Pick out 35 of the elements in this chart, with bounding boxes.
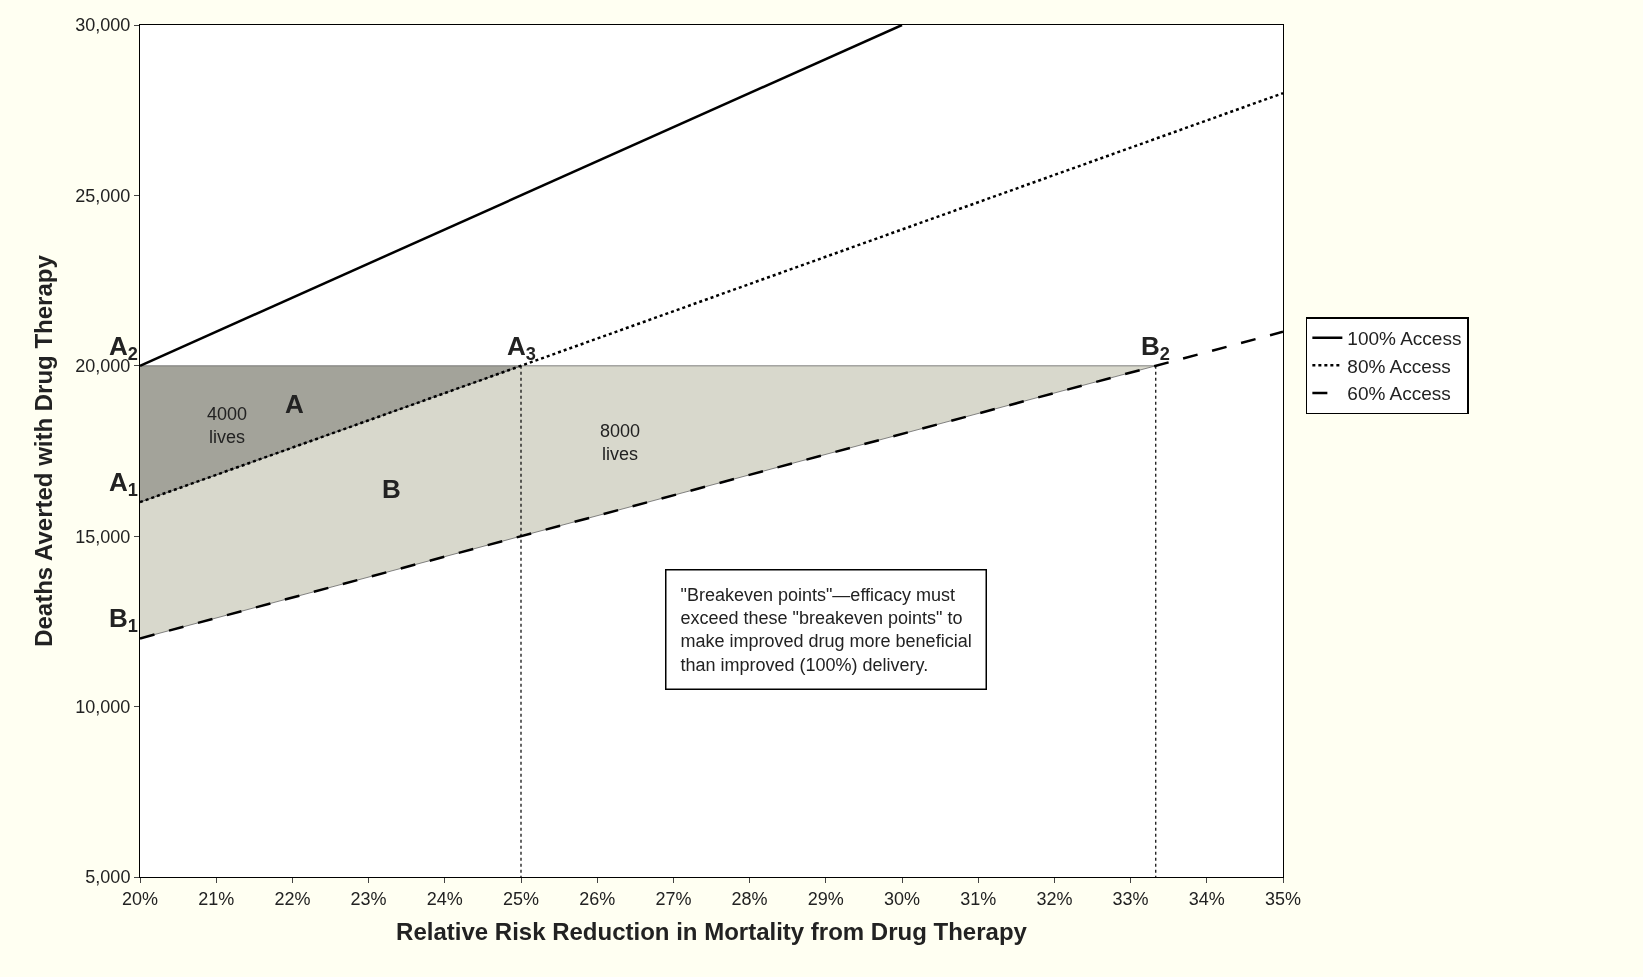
annotation: B$_{1}$ xyxy=(109,603,138,637)
x-tick-label: 31% xyxy=(960,888,997,909)
x-tick-label: 23% xyxy=(350,888,387,909)
x-tick-label: 33% xyxy=(1112,888,1149,909)
x-tick-label: 26% xyxy=(579,888,616,909)
annotation: A$_{3}$ xyxy=(507,331,536,365)
x-tick-label: 27% xyxy=(655,888,692,909)
annotation: A xyxy=(285,389,304,419)
y-tick-label: 10,000 xyxy=(75,696,131,717)
legend-label: 100% Access xyxy=(1347,328,1462,350)
x-axis-title: Relative Risk Reduction in Mortality from Drug Therapy xyxy=(396,917,1028,945)
legend-label: 80% Access xyxy=(1347,355,1451,377)
annotation: 4000 lives xyxy=(207,404,248,448)
x-tick-label: 20% xyxy=(121,888,159,909)
x-tick-label: 29% xyxy=(807,888,844,909)
x-tick-label: 21% xyxy=(198,888,235,909)
y-tick-label: 15,000 xyxy=(75,526,131,547)
x-tick-label: 24% xyxy=(426,888,463,909)
y-tick-label: 5,000 xyxy=(85,867,131,888)
x-tick-label: 30% xyxy=(883,888,921,909)
x-tick-label: 25% xyxy=(502,888,540,909)
annotation: A$_{1}$ xyxy=(109,467,138,501)
y-tick-label: 25,000 xyxy=(75,185,131,206)
x-tick-label: 34% xyxy=(1188,888,1225,909)
y-axis-title: Deaths Averted with Drug Therapy xyxy=(30,254,58,647)
x-tick-label: 22% xyxy=(274,888,311,909)
y-tick-label: 30,000 xyxy=(75,15,131,36)
annotation: "Breakeven points"—efficacy must exceed these "breakeven points" to make improved drug more beneficial than improved (100%) delivery. xyxy=(680,584,972,675)
annotation: 8000 lives xyxy=(600,421,641,465)
annotation: B xyxy=(382,474,401,504)
x-tick-label: 28% xyxy=(731,888,768,909)
x-tick-label: 32% xyxy=(1036,888,1073,909)
annotation: B$_{2}$ xyxy=(1141,331,1170,365)
legend-label: 60% Access xyxy=(1347,383,1451,405)
x-tick-label: 35% xyxy=(1264,888,1302,909)
